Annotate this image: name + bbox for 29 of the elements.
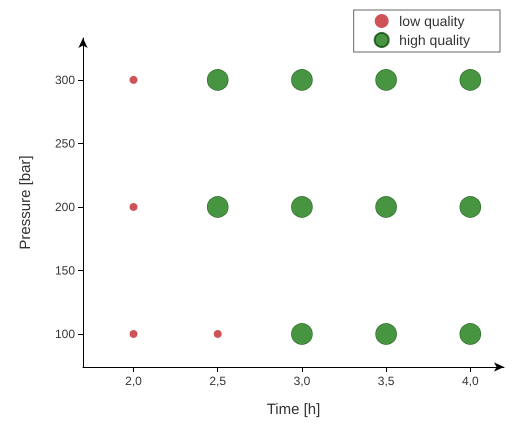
point	[206, 69, 229, 91]
point	[460, 196, 482, 218]
x-tick-label: 2,0	[125, 374, 142, 388]
point	[130, 330, 138, 338]
y-axis-title: Pressure [bar]	[17, 155, 34, 250]
point	[206, 196, 229, 218]
point	[375, 196, 397, 218]
point	[375, 69, 397, 91]
y-tick-label: 300	[54, 72, 76, 87]
legend-label: high quality	[399, 32, 470, 48]
y-tick-label: 200	[54, 200, 76, 214]
y-tick-label: 250	[54, 136, 76, 150]
x-tick-label: 2,5	[209, 374, 226, 388]
point	[460, 69, 482, 91]
point	[130, 202, 138, 211]
x-tick-label: 3,5	[378, 374, 395, 388]
x-tick-label: 4,0	[462, 374, 479, 388]
point	[291, 69, 313, 91]
point	[214, 330, 222, 338]
y-tick-label: 150	[54, 263, 76, 278]
point	[291, 323, 313, 345]
point	[291, 196, 313, 218]
point	[375, 323, 397, 345]
y-tick-label: 100	[54, 326, 76, 341]
point	[130, 76, 138, 84]
x-tick-label: 3,0	[294, 374, 311, 388]
point	[460, 323, 482, 345]
x-axis-title: Time [h]	[266, 401, 320, 418]
legend-label: low quality	[399, 13, 465, 29]
